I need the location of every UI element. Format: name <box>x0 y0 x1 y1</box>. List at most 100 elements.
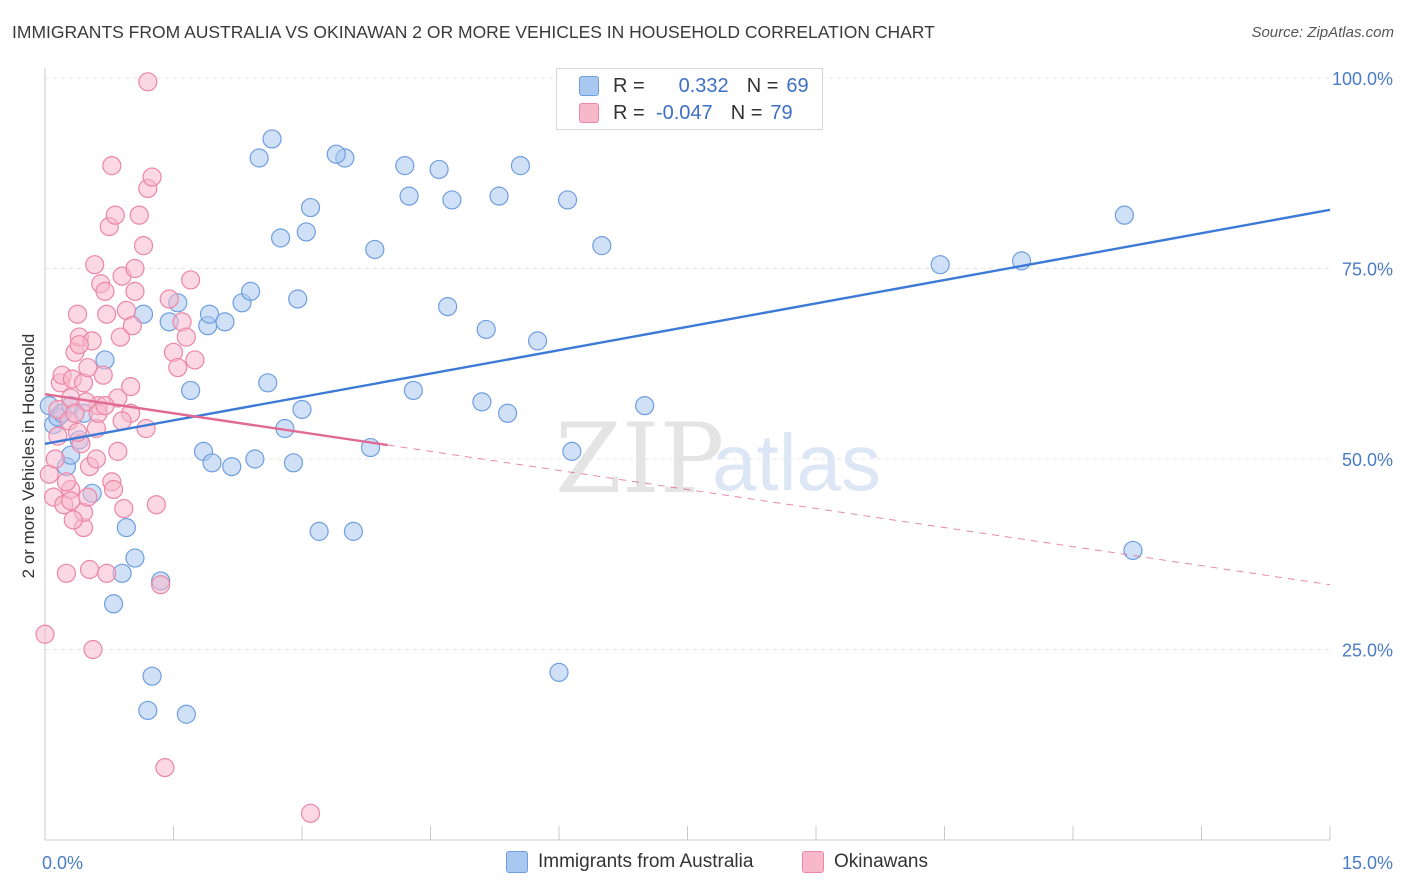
tick-labels: 25.0% 50.0% 75.0% 100.0% 0.0% 15.0% <box>42 69 1393 873</box>
legend-r-label: R = <box>613 101 645 124</box>
point-okinawans <box>146 495 166 515</box>
point-okinawans <box>79 559 100 580</box>
series-swatch-okinawans <box>802 851 824 873</box>
legend-r-label: R = <box>613 74 645 97</box>
point-australia <box>138 700 158 721</box>
point-okinawans <box>83 639 103 660</box>
point-australia <box>125 548 145 568</box>
watermark-atlas: atlas <box>712 418 881 507</box>
point-australia <box>288 289 308 309</box>
y-tick-label: 25.0% <box>1342 641 1393 661</box>
point-okinawans <box>136 418 156 439</box>
point-okinawans <box>93 365 113 385</box>
axes <box>44 68 1331 841</box>
y-tick-label: 75.0% <box>1342 260 1393 280</box>
point-australia <box>292 399 312 420</box>
point-australia <box>296 222 316 242</box>
legend-r-value: 0.332 <box>678 74 729 97</box>
legend-n-label: N = <box>746 74 779 97</box>
point-australia <box>510 156 531 176</box>
trend-line-okinawans <box>44 393 388 447</box>
point-okinawans <box>63 510 83 530</box>
grid-lines <box>45 77 1330 650</box>
point-okinawans <box>65 403 85 423</box>
data-points <box>35 72 1143 823</box>
point-australia <box>142 666 162 686</box>
point-australia <box>199 304 220 324</box>
point-okinawans <box>56 472 77 492</box>
series-legend-label: Okinawans <box>834 851 928 872</box>
watermark-zip: ZIP <box>555 403 724 515</box>
point-australia <box>222 457 242 477</box>
point-okinawans <box>69 335 89 355</box>
point-australia <box>215 312 235 332</box>
point-australia <box>258 373 278 393</box>
point-australia <box>245 449 265 469</box>
point-okinawans <box>114 498 134 519</box>
point-okinawans <box>85 255 105 275</box>
point-australia <box>472 392 492 412</box>
point-australia <box>438 297 458 317</box>
series-legend-australia[interactable]: Immigrants from Australia <box>506 851 753 873</box>
point-okinawans <box>168 357 188 378</box>
point-australia <box>527 331 548 351</box>
point-okinawans <box>97 563 117 583</box>
point-okinawans <box>86 449 107 469</box>
point-okinawans <box>97 304 117 324</box>
trend-line-okinawans-dashed <box>387 444 1331 586</box>
point-okinawans <box>108 441 128 461</box>
point-australia <box>635 396 655 416</box>
y-tick-label: 100.0% <box>1332 69 1393 89</box>
point-okinawans <box>61 491 81 511</box>
point-okinawans <box>155 758 175 778</box>
point-australia <box>326 144 346 164</box>
point-okinawans <box>142 167 162 187</box>
point-australia <box>309 521 329 541</box>
point-australia <box>562 441 582 461</box>
point-okinawans <box>151 575 171 595</box>
legend-swatch-okinawans <box>579 103 599 123</box>
point-okinawans <box>35 624 55 644</box>
point-australia <box>549 662 569 682</box>
series-swatch-australia <box>506 851 528 873</box>
point-okinawans <box>159 289 179 309</box>
stats-legend: R = 0.332 N = 69 R = -0.047 N = 79 <box>556 68 823 130</box>
series-legend-okinawans[interactable]: Okinawans <box>802 851 928 873</box>
point-australia <box>592 236 612 256</box>
point-australia <box>930 255 950 275</box>
point-australia <box>300 197 321 218</box>
legend-r-value: -0.047 <box>655 101 713 124</box>
point-okinawans <box>176 327 196 347</box>
point-okinawans <box>105 205 125 225</box>
legend-n-label: N = <box>730 101 763 124</box>
point-australia <box>429 159 449 180</box>
point-okinawans <box>103 479 124 500</box>
point-australia <box>498 403 518 423</box>
point-australia <box>476 319 496 340</box>
point-okinawans <box>125 258 145 279</box>
x-tick-label: 15.0% <box>1342 853 1393 873</box>
point-okinawans <box>56 563 77 583</box>
chart-source: Source: ZipAtlas.com <box>1251 24 1394 41</box>
point-okinawans <box>102 156 122 176</box>
point-australia <box>202 453 222 473</box>
point-australia <box>176 704 196 724</box>
point-okinawans <box>78 487 98 507</box>
point-australia <box>103 594 124 614</box>
point-okinawans <box>129 205 149 225</box>
point-australia <box>262 129 282 149</box>
point-australia <box>403 380 423 401</box>
point-australia <box>489 186 509 206</box>
series-legend-label: Immigrants from Australia <box>538 851 754 872</box>
point-australia <box>270 228 291 248</box>
point-australia <box>1123 540 1143 561</box>
x-tick-label: 0.0% <box>42 853 83 873</box>
point-australia <box>283 453 304 473</box>
point-australia <box>365 239 385 260</box>
point-okinawans <box>95 396 115 416</box>
y-tick-label: 50.0% <box>1342 450 1393 470</box>
point-okinawans <box>112 411 132 431</box>
point-australia <box>343 521 363 541</box>
point-okinawans <box>78 357 98 378</box>
